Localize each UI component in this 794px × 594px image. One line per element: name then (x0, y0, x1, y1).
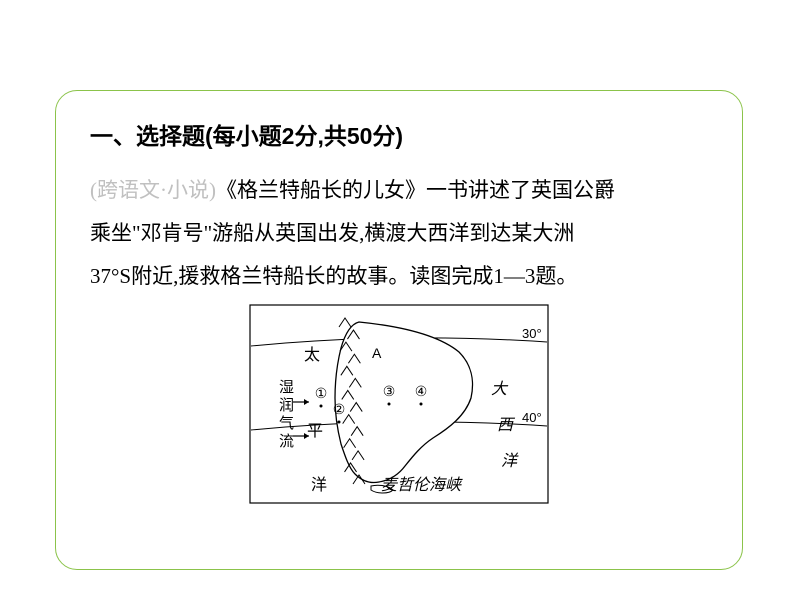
svg-text:洋: 洋 (311, 476, 327, 494)
svg-text:①: ① (315, 385, 328, 401)
cross-ref: (跨语文·小说) (90, 178, 216, 202)
route-map: 30°40°①②③④太平洋湿润气流大西洋A麦哲伦海峡 (249, 304, 549, 504)
svg-text:流: 流 (279, 433, 294, 450)
svg-text:洋: 洋 (501, 452, 519, 470)
svg-text:A: A (372, 345, 382, 361)
svg-text:麦哲伦海峡: 麦哲伦海峡 (381, 476, 463, 494)
svg-text:③: ③ (383, 383, 396, 399)
content-frame: 一、选择题(每小题2分,共50分) (跨语文·小说)《格兰特船长的儿女》一书讲述… (55, 90, 743, 570)
passage-line3: 37°S附近,援救格兰特船长的故事。读图完成1—3题。 (90, 264, 577, 288)
svg-text:大: 大 (491, 380, 509, 398)
svg-text:润: 润 (279, 397, 294, 414)
svg-text:湿: 湿 (279, 379, 294, 396)
svg-text:40°: 40° (522, 410, 542, 425)
svg-text:太: 太 (304, 346, 320, 364)
svg-text:平: 平 (307, 423, 323, 440)
svg-text:气: 气 (279, 415, 294, 432)
passage-line2: 乘坐"邓肯号"游船从英国出发,横渡大西洋到达某大洲 (90, 221, 574, 245)
passage-text: (跨语文·小说)《格兰特船长的儿女》一书讲述了英国公爵 乘坐"邓肯号"游船从英国… (90, 169, 708, 298)
map-container: 30°40°①②③④太平洋湿润气流大西洋A麦哲伦海峡 (90, 304, 708, 504)
section-title: 一、选择题(每小题2分,共50分) (90, 117, 708, 151)
svg-text:②: ② (333, 401, 346, 417)
svg-text:30°: 30° (522, 326, 542, 341)
passage-line1: 《格兰特船长的儿女》一书讲述了英国公爵 (216, 178, 615, 202)
svg-text:④: ④ (415, 383, 428, 399)
